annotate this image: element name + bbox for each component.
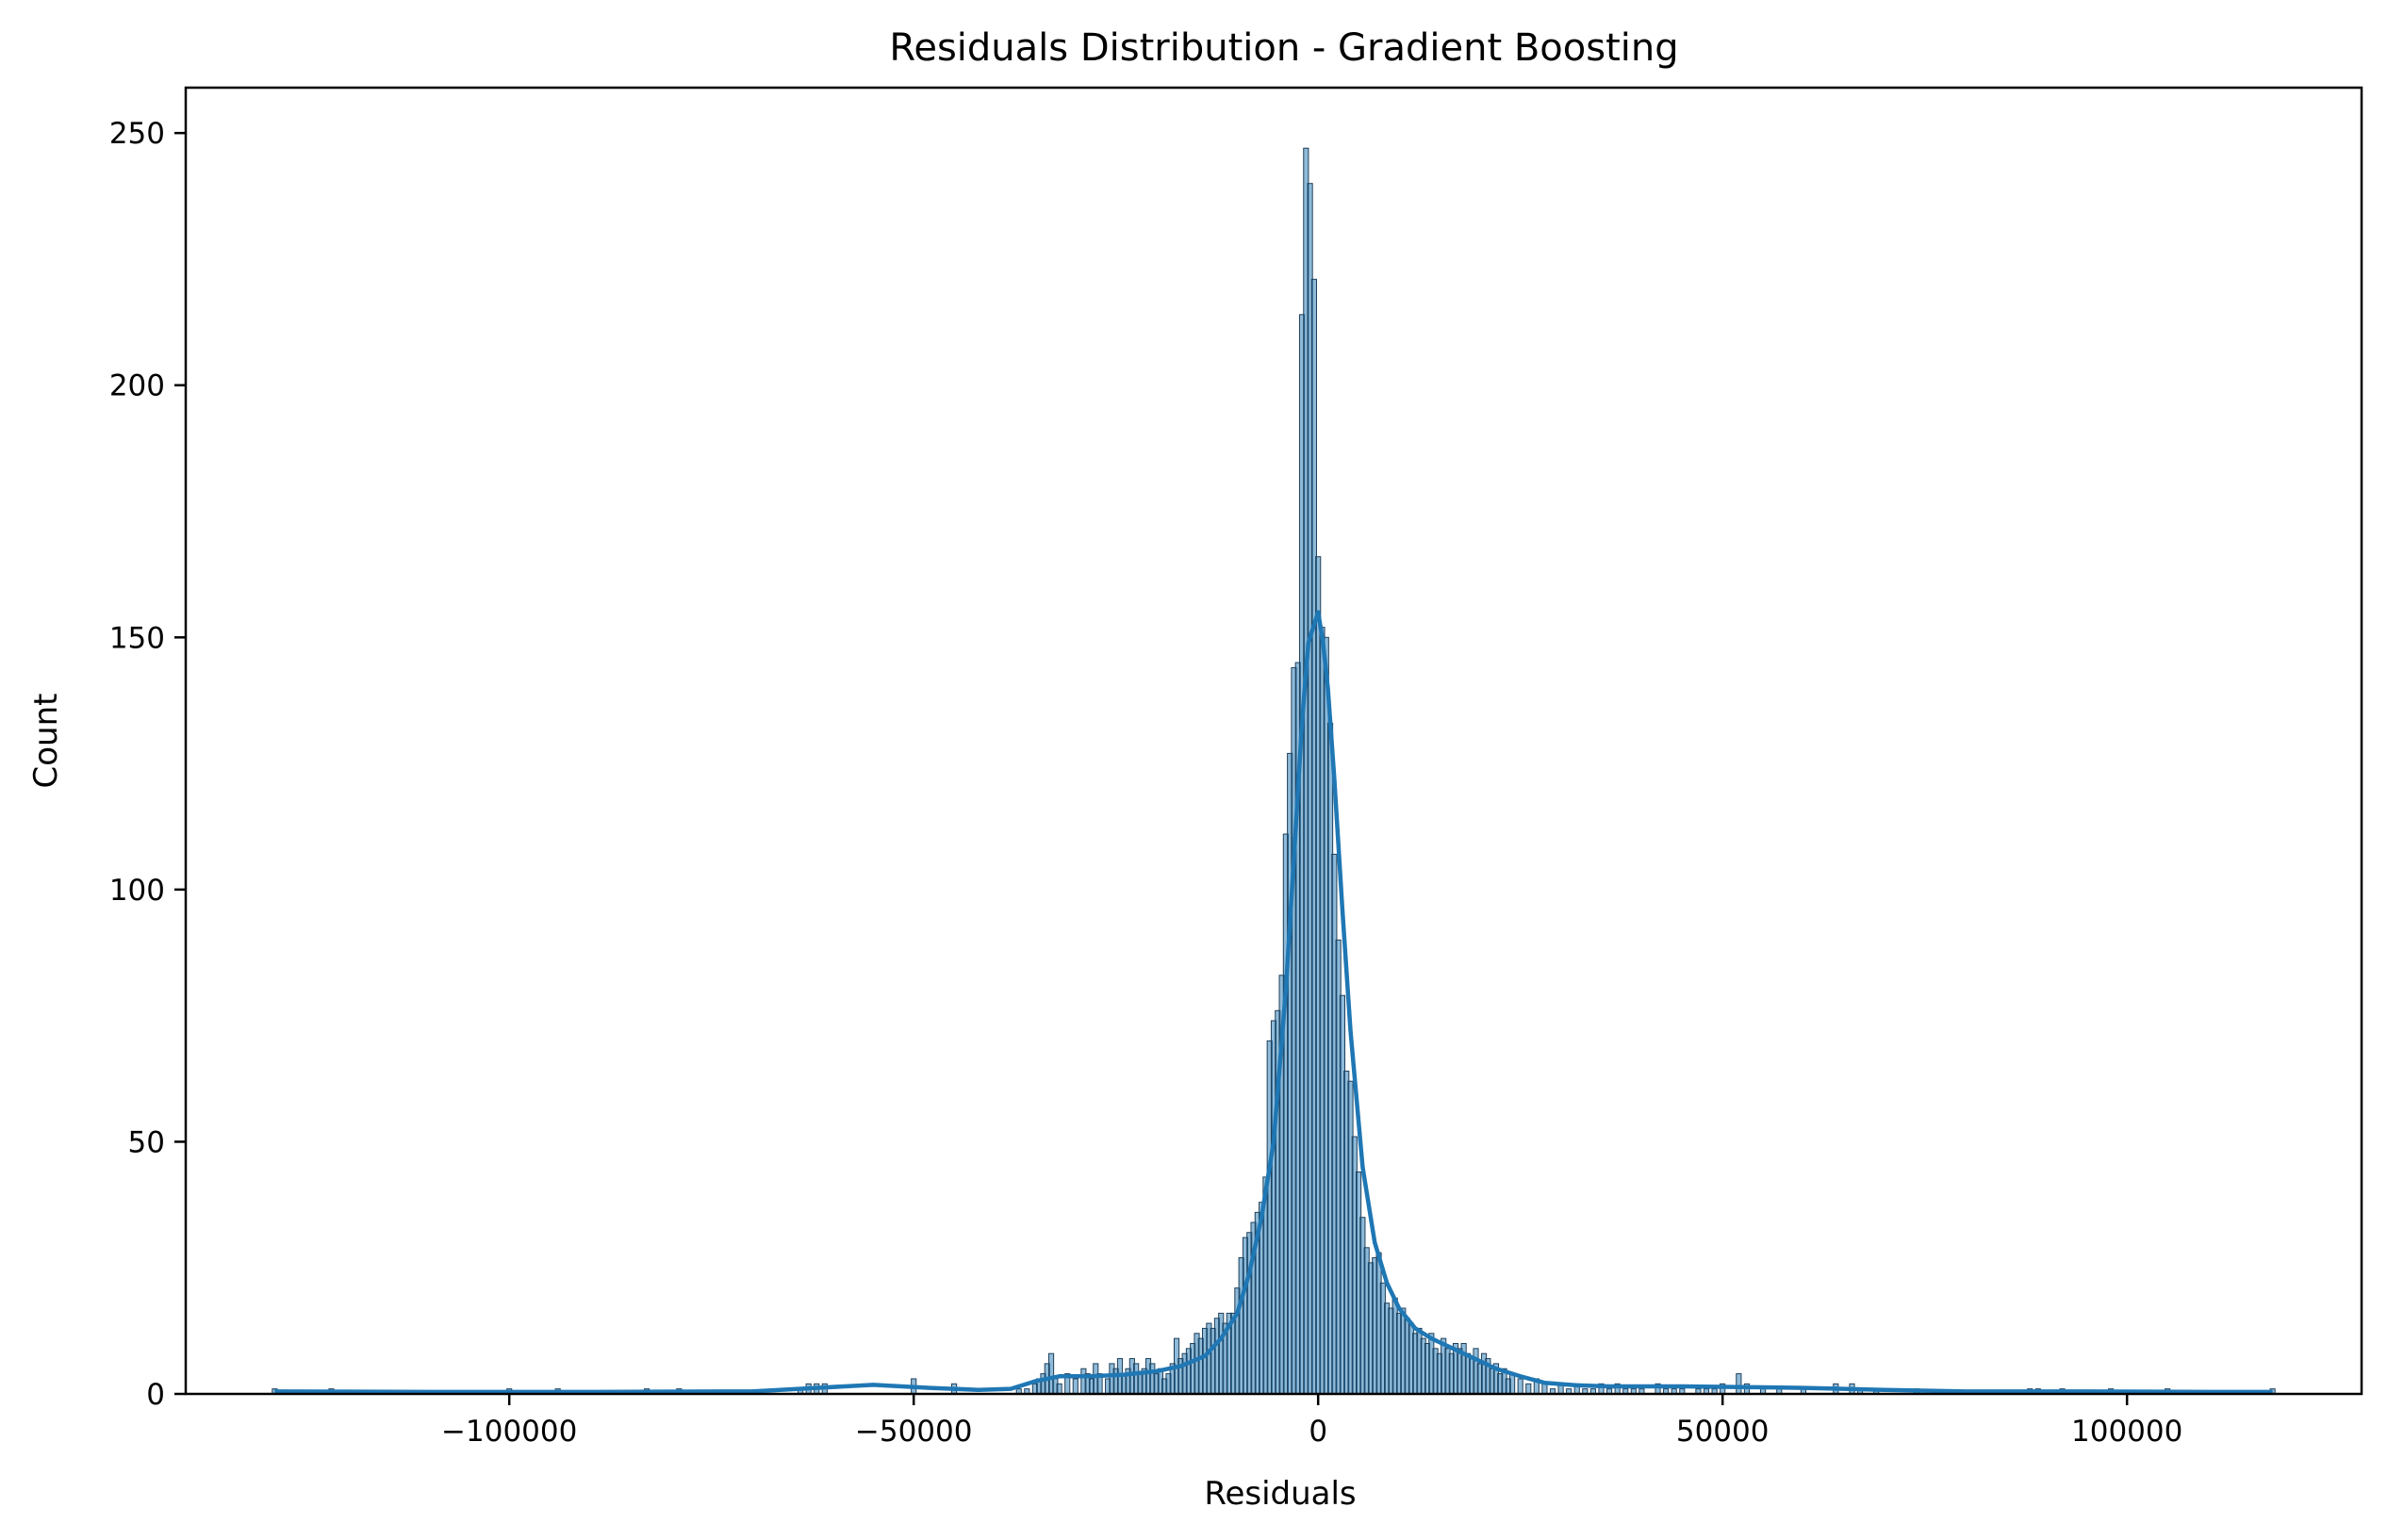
histogram-bar — [1072, 1378, 1079, 1395]
plot-area-frame — [184, 86, 2363, 1396]
y-tick-label: 100 — [109, 874, 165, 908]
y-axis-label: Count — [27, 694, 65, 789]
x-tick-label: 100000 — [2071, 1415, 2182, 1449]
y-tick-label: 250 — [109, 117, 165, 151]
x-tick-label: 50000 — [1676, 1415, 1770, 1449]
x-axis-ticks: −100000 −50000 0 50000 100000 — [441, 1394, 2182, 1449]
x-tick-label: −100000 — [441, 1415, 577, 1449]
x-axis-label: Residuals — [1204, 1475, 1356, 1513]
y-tick-label: 150 — [109, 621, 165, 655]
y-tick-label: 0 — [146, 1378, 165, 1412]
y-tick-label: 50 — [128, 1125, 165, 1159]
chart-title: Residuals Distribution - Gradient Boosti… — [889, 26, 1678, 70]
y-tick-label: 200 — [109, 369, 165, 403]
y-axis-ticks: 0 50 100 150 200 250 — [109, 117, 186, 1412]
histogram-bar — [1517, 1378, 1523, 1395]
histogram-bar — [1509, 1373, 1516, 1395]
x-tick-label: 0 — [1309, 1415, 1327, 1449]
histogram-bar — [1525, 1383, 1532, 1395]
kde-curve — [274, 610, 2273, 1395]
histogram-bar — [1056, 1383, 1062, 1395]
x-tick-label: −50000 — [855, 1415, 973, 1449]
histogram-bar — [1541, 1383, 1548, 1395]
histogram-bar — [1736, 1373, 1742, 1395]
